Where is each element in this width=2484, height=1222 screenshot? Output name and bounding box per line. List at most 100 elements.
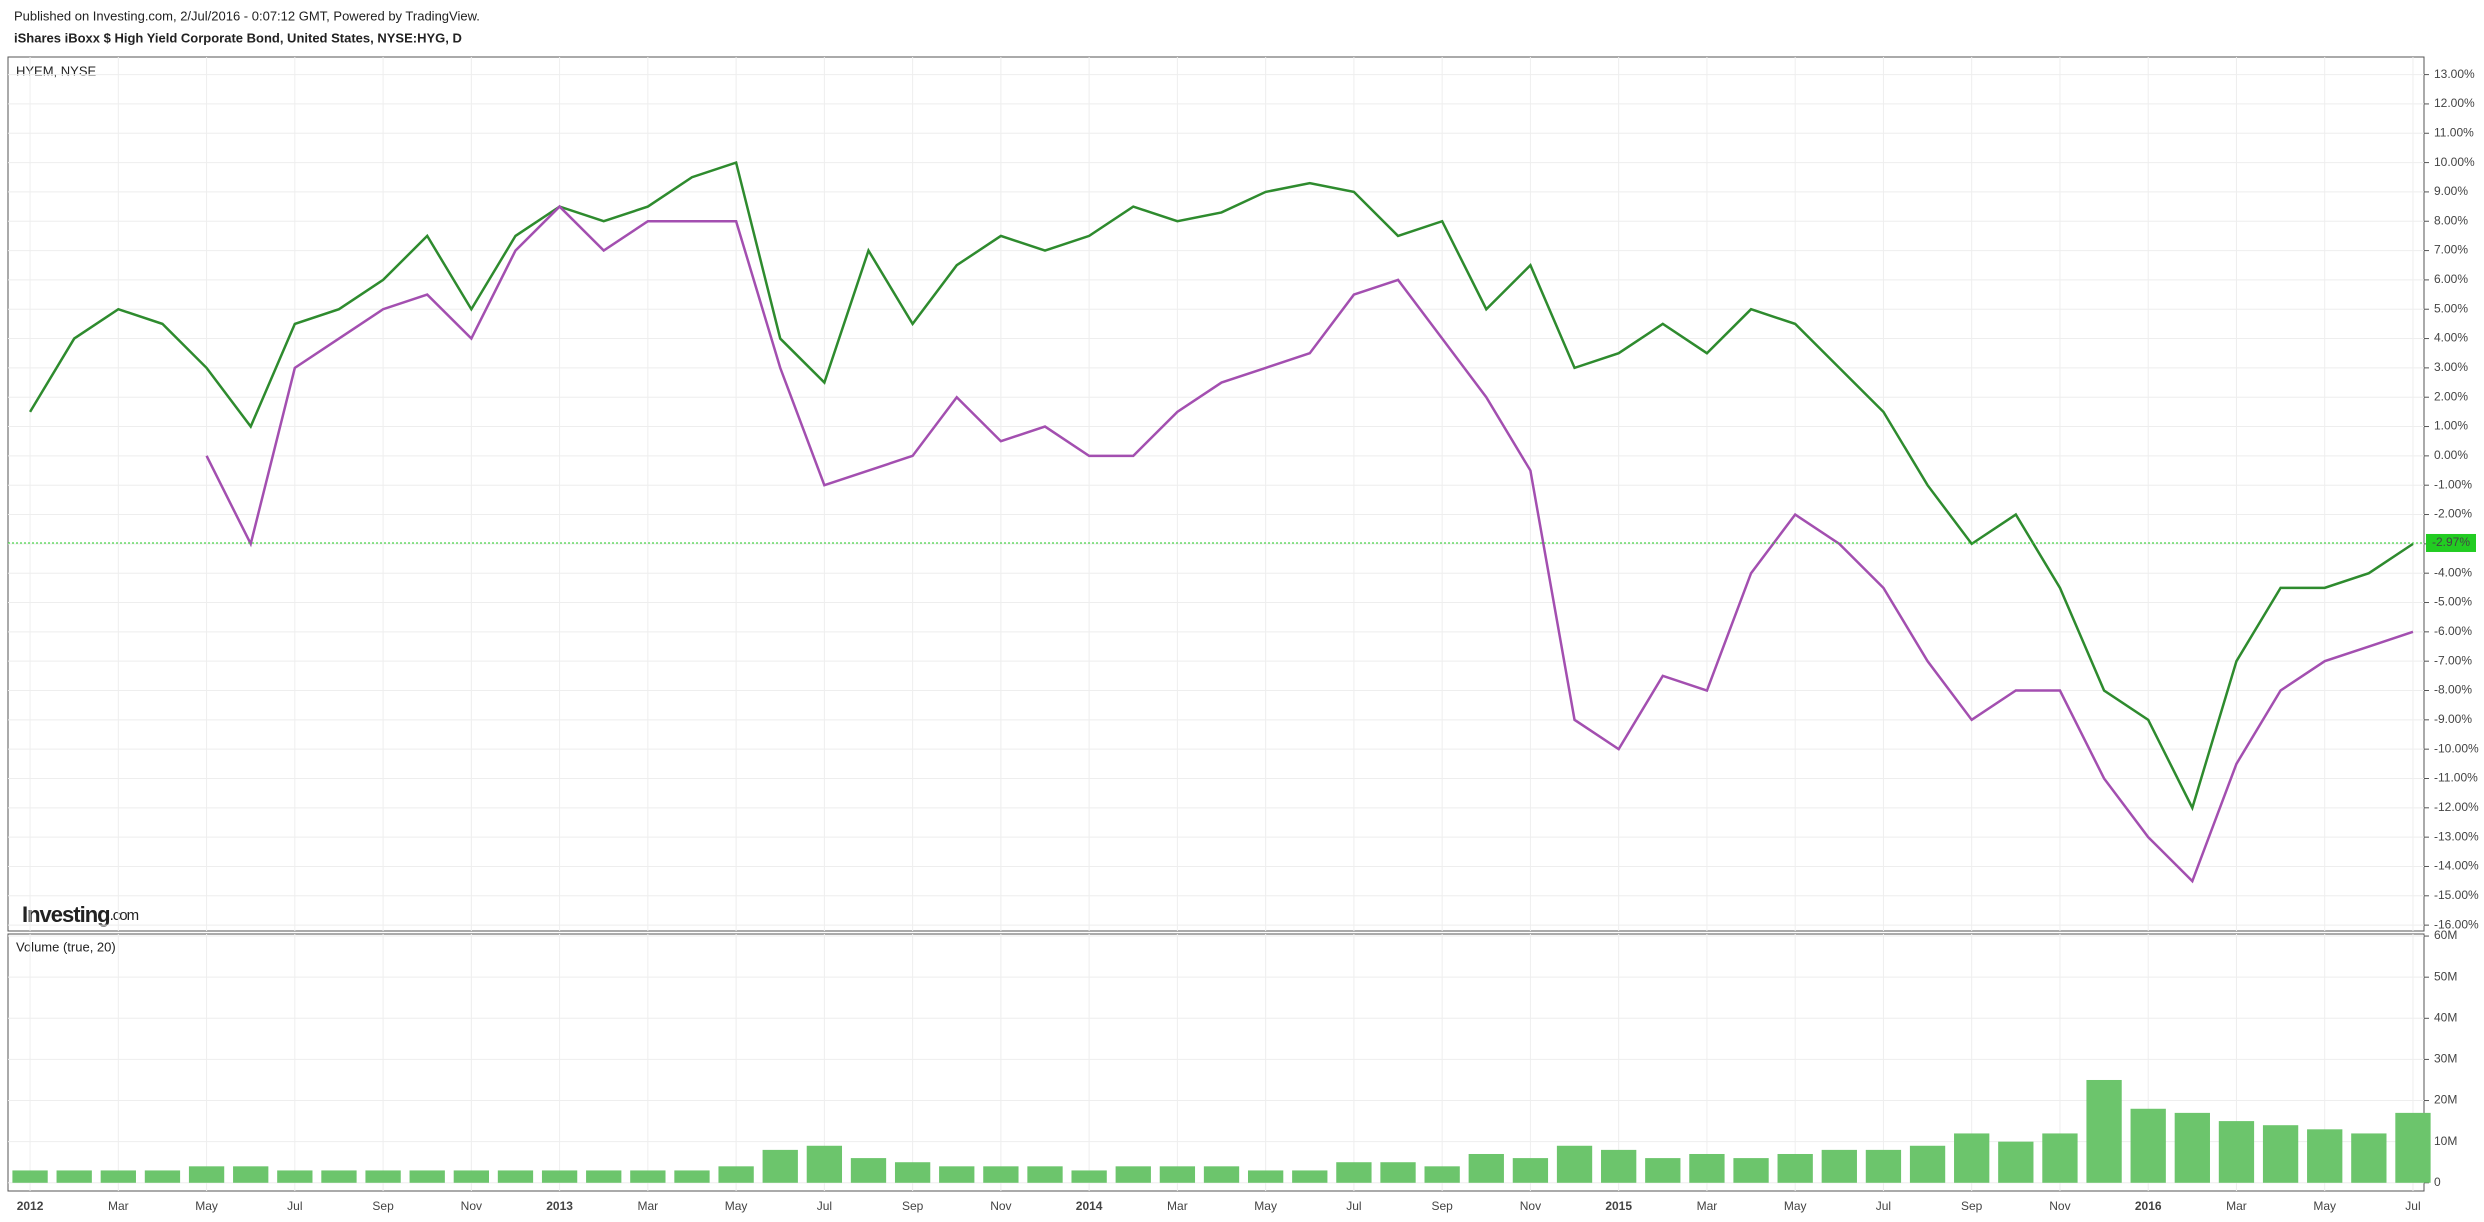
volume-bar [1115, 1166, 1151, 1183]
last-price-box [2426, 533, 2476, 552]
x-tick-label: Mar [1167, 1199, 1188, 1213]
volume-bar [453, 1170, 489, 1183]
volume-bar [1645, 1158, 1681, 1183]
x-tick-label: Jul [287, 1199, 302, 1213]
y-tick-label: 11.00% [2434, 125, 2474, 139]
logo-suffix: .com [110, 907, 139, 924]
volume-bar [1071, 1170, 1107, 1183]
volume-bar [1424, 1166, 1460, 1183]
volume-bar [188, 1166, 225, 1183]
y-tick-label: 12.00% [2434, 96, 2475, 110]
y-tick-label: 60M [2434, 928, 2457, 942]
volume-bar [586, 1170, 622, 1183]
volume-bar [2395, 1112, 2431, 1183]
y-tick-label: 1.00% [2434, 419, 2468, 433]
y-tick-label: 20M [2434, 1093, 2457, 1107]
x-tick-label: May [195, 1199, 218, 1213]
volume-bar [1821, 1149, 1857, 1183]
volume-bar [1689, 1153, 1725, 1183]
volume-bar [1380, 1162, 1416, 1183]
x-tick-label: May [725, 1199, 748, 1213]
y-tick-label: 40M [2434, 1010, 2457, 1024]
y-tick-label: -8.00% [2434, 683, 2472, 697]
y-tick-label: -14.00% [2434, 859, 2479, 873]
x-tick-label: May [1784, 1199, 1807, 1213]
x-tick-label: Sep [1961, 1199, 1983, 1213]
y-tick-label: -9.00% [2434, 712, 2472, 726]
volume-bar [894, 1162, 931, 1183]
volume-bar [56, 1170, 92, 1183]
volume-bar [1954, 1133, 1990, 1183]
y-tick-label: 50M [2434, 969, 2457, 983]
x-tick-label: Jul [1876, 1199, 1891, 1213]
volume-bar [806, 1145, 843, 1183]
volume-bar [2262, 1125, 2299, 1183]
published-note: Published on Investing.com, 2/Jul/2016 -… [14, 8, 480, 23]
x-tick-label: Mar [2226, 1199, 2247, 1213]
series-line [205, 204, 2414, 884]
volume-bar [2351, 1133, 2387, 1183]
y-tick-label: 7.00% [2434, 243, 2468, 257]
y-tick-label: 10.00% [2434, 155, 2475, 169]
y-tick-label: -1.00% [2434, 477, 2472, 491]
volume-bar [939, 1166, 975, 1183]
x-tick-label: 2013 [546, 1199, 573, 1213]
x-tick-label: 2012 [17, 1199, 44, 1213]
price-panel [7, 56, 2425, 932]
volume-bar [1777, 1153, 1813, 1183]
y-tick-label: -16.00% [2434, 917, 2479, 931]
volume-bar [1468, 1153, 1504, 1183]
volume-bar [674, 1170, 710, 1183]
y-tick-label: 10M [2434, 1134, 2457, 1148]
volume-bar [1556, 1145, 1593, 1183]
y-tick-label: 5.00% [2434, 301, 2468, 315]
x-tick-label: Sep [902, 1199, 924, 1213]
volume-bar [630, 1170, 666, 1183]
y-tick-label: 30M [2434, 1052, 2457, 1066]
volume-bar [541, 1170, 578, 1183]
x-tick-label: May [1254, 1199, 1277, 1213]
last-price-label: -2.97% [2432, 535, 2470, 549]
x-tick-label: Nov [461, 1199, 482, 1213]
y-tick-label: -2.00% [2434, 507, 2472, 521]
y-tick-label: 8.00% [2434, 213, 2468, 227]
y-tick-label: -11.00% [2434, 771, 2478, 785]
x-tick-label: Mar [638, 1199, 659, 1213]
x-tick-label: Mar [108, 1199, 129, 1213]
x-tick-label: Nov [2049, 1199, 2070, 1213]
y-tick-label: 0.00% [2434, 448, 2468, 462]
y-tick-label: 13.00% [2434, 67, 2475, 81]
volume-bar [1247, 1170, 1284, 1183]
logo-main: Investing [22, 902, 110, 927]
x-tick-label: Sep [372, 1199, 394, 1213]
volume-bar [277, 1170, 313, 1183]
volume-panel [7, 933, 2425, 1192]
volume-bar [12, 1170, 48, 1183]
volume-bar [2042, 1133, 2078, 1183]
x-tick-label: Jul [2405, 1199, 2420, 1213]
volume-bar [409, 1170, 445, 1183]
volume-bar [718, 1166, 754, 1183]
volume-bar [1998, 1141, 2034, 1183]
y-tick-label: -4.00% [2434, 565, 2472, 579]
legend-hyem: HYEM, NYSE [16, 63, 97, 78]
volume-bar [1336, 1162, 1372, 1183]
y-tick-label: -12.00% [2434, 800, 2479, 814]
y-tick-label: -10.00% [2434, 741, 2479, 755]
volume-bar [144, 1170, 181, 1183]
volume-bar [850, 1158, 887, 1183]
volume-bar [365, 1170, 401, 1183]
volume-bar [1733, 1158, 1769, 1183]
x-tick-label: 2016 [2135, 1199, 2162, 1213]
volume-bar [1159, 1166, 1196, 1183]
volume-bar [1601, 1149, 1637, 1183]
y-tick-label: -5.00% [2434, 595, 2472, 609]
logo: Investing.com [22, 902, 139, 927]
x-tick-label: Nov [990, 1199, 1011, 1213]
symbol-title: iShares iBoxx $ High Yield Corporate Bon… [14, 30, 462, 45]
y-tick-label: 4.00% [2434, 331, 2468, 345]
volume-title: Volume (true, 20) [16, 939, 116, 954]
x-tick-label: Mar [1697, 1199, 1718, 1213]
volume-bar [233, 1166, 269, 1183]
y-tick-label: -6.00% [2434, 624, 2472, 638]
